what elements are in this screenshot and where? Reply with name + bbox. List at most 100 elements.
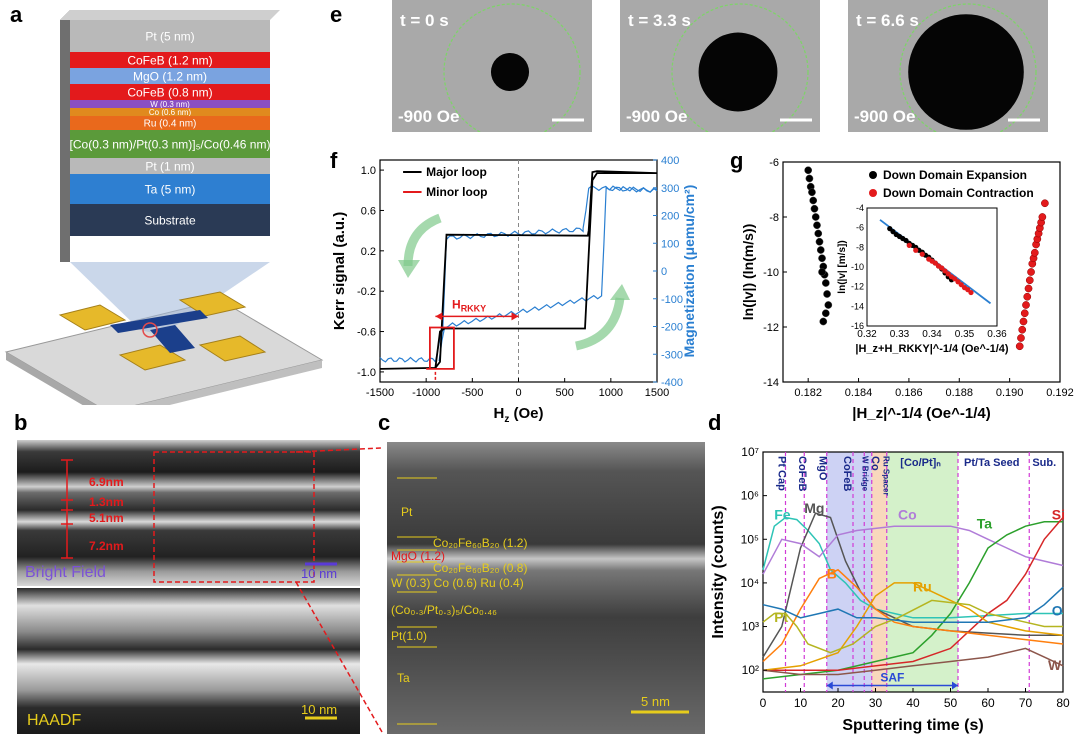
- hrkky-label: HRKKY: [452, 297, 486, 313]
- point-contraction: [1030, 248, 1039, 257]
- field-circle: [443, 3, 581, 132]
- point-expansion: [818, 254, 826, 263]
- point-contraction: [1041, 199, 1049, 208]
- y-tick: -8: [769, 212, 779, 224]
- point-expansion: [823, 290, 831, 298]
- stack-layer-label-1: CoFeB (1.2 nm): [127, 53, 212, 67]
- x-tick: -1500: [366, 387, 394, 399]
- stack-layer-6: [70, 116, 270, 130]
- inset-point: [968, 289, 974, 296]
- point-contraction: [1025, 276, 1034, 285]
- haadf-image: [17, 588, 360, 734]
- region-label-3: CoFeB: [841, 456, 853, 492]
- y-tick: 10⁷: [741, 445, 759, 459]
- series-o: [762, 586, 1064, 623]
- point-expansion: [815, 237, 824, 246]
- domain-frame-2: t = 6.6 s -900 Oe: [848, 0, 1048, 132]
- x-tick: 0.182: [794, 387, 822, 399]
- y-tick: 10³: [742, 620, 759, 634]
- point-expansion: [810, 204, 819, 213]
- panel-letter-c: c: [378, 410, 391, 435]
- y-tick: -10: [763, 267, 779, 279]
- x-tick: 80: [1056, 696, 1070, 710]
- series-label-pt: Pt: [774, 609, 788, 625]
- region-label-5: Co: [869, 456, 881, 471]
- panel-letter-g: g: [730, 148, 744, 173]
- stack-layer-0: [70, 20, 270, 52]
- sweep-arrow-down: [403, 213, 442, 267]
- point-expansion: [818, 268, 826, 276]
- hrtem-label-pt: Pt: [401, 505, 413, 519]
- region-label-8: Pt/Ta Seed: [964, 457, 1019, 469]
- haadf-scale: 10 nm: [301, 702, 337, 717]
- panel-c: Pt Co₂₀Fe₆₀B₂₀ (1.2) MgO (1.2) Co₂₀Fe₆₀B…: [387, 442, 705, 734]
- y-tick: -0.6: [357, 327, 376, 339]
- y2-tick: -400: [661, 377, 683, 389]
- bright-field-image: [17, 440, 360, 586]
- series-label-b: B: [827, 566, 837, 582]
- x-tick: 70: [1019, 696, 1033, 710]
- thickness-1: 6.9nm: [89, 475, 124, 489]
- inset-x-tick: 0.33: [890, 329, 910, 340]
- y2-tick: -200: [661, 322, 683, 334]
- stack-layer-2: [70, 68, 270, 84]
- x-tick: 0: [515, 387, 521, 399]
- stack-layer-label-4: W (0.3 nm): [150, 100, 190, 109]
- series-b: [762, 568, 1064, 663]
- frame-time: t = 3.3 s: [628, 11, 691, 30]
- inset-x-tick: 0.36: [987, 329, 1007, 340]
- sweep-arrow-up: [574, 297, 625, 351]
- y-tick: -12: [763, 322, 779, 334]
- legend-marker-1: [869, 189, 877, 197]
- x-tick: 50: [944, 696, 958, 710]
- region-label-9: Sub.: [1032, 457, 1056, 469]
- thickness-4: 7.2nm: [89, 539, 124, 553]
- region-ru-shade: [871, 452, 887, 692]
- y2-tick: -100: [661, 294, 683, 306]
- x-tick: 20: [831, 696, 845, 710]
- point-expansion: [814, 229, 823, 238]
- domain-blob: [698, 32, 778, 112]
- chart-g: Down Domain Expansion Down Domain Contrac…: [740, 157, 1074, 422]
- point-contraction: [1018, 325, 1027, 334]
- inset-x-tick: 0.34: [922, 329, 942, 340]
- point-contraction: [1015, 342, 1024, 351]
- x-axis-label: Sputtering time (s): [842, 717, 983, 734]
- series-label-co: Co: [898, 507, 917, 523]
- layer-stack: Pt (5 nm) CoFeB (1.2 nm) MgO (1.2 nm) CoFeB…: [70, 20, 270, 236]
- frame-field: -900 Oe: [398, 107, 459, 126]
- point-contraction: [1017, 334, 1025, 342]
- point-expansion: [821, 279, 830, 287]
- series-label-o: O: [1052, 603, 1063, 619]
- panel-letter-d: d: [708, 410, 722, 435]
- y-tick: -6: [769, 157, 779, 169]
- y-axis-label: Intensity (counts): [710, 505, 727, 638]
- point-expansion: [813, 221, 821, 230]
- x-tick: 0.192: [1046, 387, 1074, 399]
- point-expansion: [824, 301, 833, 309]
- inset-point: [919, 251, 925, 257]
- legend-label-1: Down Domain Contraction: [883, 186, 1034, 200]
- thickness-3: 5.1nm: [89, 511, 124, 525]
- y-tick: -0.2: [357, 286, 376, 298]
- point-expansion: [816, 246, 825, 254]
- stack-layer-4: [70, 100, 270, 108]
- point-contraction: [1023, 292, 1032, 301]
- hrtem-label-mgo: MgO (1.2): [391, 549, 445, 563]
- region-label-6: Ru Spacer: [881, 456, 890, 496]
- region-copt-shade: [886, 452, 958, 692]
- region-label-0: Pt Cap: [775, 456, 787, 491]
- domain-blob: [908, 14, 1024, 130]
- magnetization-trace: [379, 184, 658, 363]
- y2-tick: 300: [661, 183, 679, 195]
- point-contraction: [1038, 213, 1047, 221]
- series-co: [762, 525, 1064, 575]
- region-label-7: [Co/Pt]ₙ: [900, 457, 941, 469]
- point-expansion: [811, 213, 820, 221]
- panel-letter-a: a: [10, 2, 23, 27]
- y-tick: 10⁵: [741, 532, 759, 546]
- inset-y-tick: -14: [851, 301, 864, 311]
- panel-letter-e: e: [330, 2, 343, 27]
- y2-tick: 400: [661, 155, 679, 167]
- point-expansion: [819, 317, 828, 326]
